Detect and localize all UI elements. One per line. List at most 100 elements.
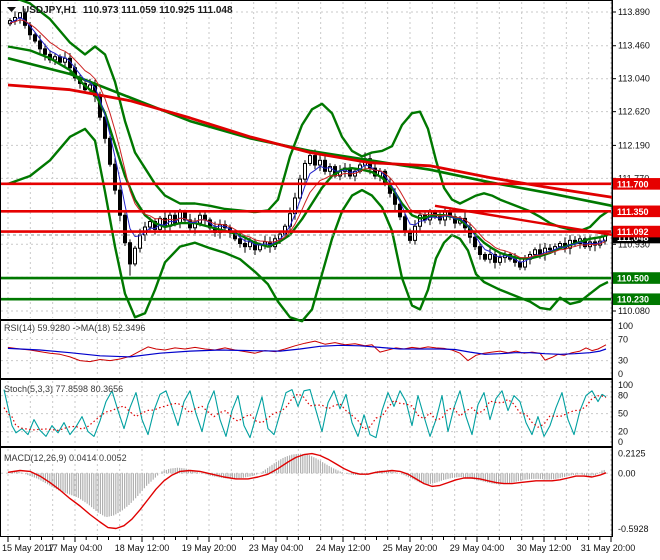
candle-body xyxy=(318,159,322,166)
candle-body xyxy=(478,246,482,255)
chart-title: USDJPY,H1 110.973 111.059 110.925 111.048 xyxy=(22,5,233,16)
candle-body xyxy=(148,221,152,228)
time-tick-label: 29 May 04:00 xyxy=(450,543,505,553)
price-tick-label: 113.040 xyxy=(618,74,650,84)
candle-body xyxy=(583,238,587,248)
stoch-main-line xyxy=(3,389,607,439)
price-level-label-text: 111.092 xyxy=(617,227,649,237)
candle-body xyxy=(43,48,47,55)
candle-body xyxy=(518,261,522,268)
candle-body xyxy=(123,214,127,244)
candle-body xyxy=(548,247,552,251)
price-tick-label: 113.460 xyxy=(618,41,650,51)
bid-price-label xyxy=(613,231,660,244)
price-level-label xyxy=(613,272,660,284)
stoch-tick-label: 50 xyxy=(618,409,628,419)
candle-body xyxy=(483,253,487,260)
bollinger-lower-band xyxy=(7,127,609,323)
price-level-label xyxy=(613,293,660,306)
macd-indicator-label: MACD(12,26,9) 0.0414 0.0052 xyxy=(4,453,127,463)
price-tick-label: 112.190 xyxy=(618,140,650,150)
time-tick-label: 17 May 04:00 xyxy=(48,543,103,553)
price-level-label xyxy=(613,225,660,238)
candle-body xyxy=(493,253,497,263)
candle-body xyxy=(248,241,252,248)
time-tick-label: 19 May 20:00 xyxy=(182,543,237,553)
candle-body xyxy=(128,242,132,265)
bid-price-label-text: 111.048 xyxy=(617,233,649,243)
candle-body xyxy=(533,249,537,255)
price-tick-label: 113.890 xyxy=(618,7,650,17)
candle-body xyxy=(323,159,327,172)
rsi-tick-label: 100 xyxy=(618,321,633,331)
candle-body xyxy=(303,162,307,180)
stoch-tick-label: 80 xyxy=(618,391,628,401)
ohlc-readout: 110.973 111.059 110.925 111.048 xyxy=(83,5,233,16)
bollinger-middle-band xyxy=(7,45,609,260)
rsi-tick-label: 0 xyxy=(618,369,623,379)
time-tick-label: 24 May 12:00 xyxy=(316,543,371,553)
candle-body xyxy=(243,243,247,248)
stoch-tick-label: 100 xyxy=(618,380,633,390)
series-layer xyxy=(1,0,613,530)
price-level-label-text: 111.700 xyxy=(617,179,649,189)
candle-body xyxy=(488,253,492,260)
rsi-panel[interactable] xyxy=(0,320,613,379)
stoch-signal-line xyxy=(3,393,607,431)
ema-fast-red xyxy=(9,19,606,259)
time-tick-label: 31 May 20:00 xyxy=(581,543,636,553)
price-level-label xyxy=(613,178,660,190)
candle-body xyxy=(108,137,112,165)
candle-body xyxy=(258,244,262,251)
macd-signal-line xyxy=(7,452,607,530)
candle-body xyxy=(413,225,417,241)
macd-histogram xyxy=(7,453,605,518)
rsi-tick-label: 70 xyxy=(618,334,628,344)
bollinger-upper-band xyxy=(16,0,609,233)
stoch-indicator-label: Stoch(5,3,3) 77.8598 80.3656 xyxy=(4,384,123,394)
trendline-1[interactable] xyxy=(434,204,613,237)
candle-body xyxy=(28,24,32,36)
candle-body xyxy=(58,56,62,63)
candle-body xyxy=(308,155,312,164)
price-tick-label: 110.080 xyxy=(618,306,650,316)
symbol-period-label: USDJPY,H1 xyxy=(22,5,77,16)
candle-body xyxy=(313,155,317,166)
candle-body xyxy=(63,57,67,63)
stoch-tick-label: 20 xyxy=(618,427,628,437)
candle-body xyxy=(473,236,477,248)
price-tick-label: 112.620 xyxy=(618,107,650,117)
candle-body xyxy=(138,234,142,249)
symbol-dropdown-icon[interactable] xyxy=(7,7,16,12)
candle-body xyxy=(498,257,502,263)
candle-body xyxy=(403,216,407,232)
time-tick-label: 18 May 12:00 xyxy=(115,543,170,553)
price-level-label-text: 111.350 xyxy=(617,207,649,217)
candle-body xyxy=(113,163,117,191)
price-level-label-text: 110.230 xyxy=(617,295,649,305)
macd-tick-label: 0.00 xyxy=(618,468,636,478)
time-tick-label: 30 May 12:00 xyxy=(517,543,572,553)
candle-body xyxy=(238,238,242,245)
candle-body xyxy=(153,221,157,230)
time-tick-label: 23 May 04:00 xyxy=(249,543,304,553)
candle-body xyxy=(118,189,122,216)
candle-body xyxy=(198,214,202,224)
macd-tick-label: 0.2125 xyxy=(618,448,646,458)
ma-red-slow xyxy=(7,83,613,199)
candle-body xyxy=(203,214,207,221)
candle-body xyxy=(33,34,37,42)
price-tick-label: 110.930 xyxy=(618,239,650,249)
candle-body xyxy=(558,243,562,248)
candle-body xyxy=(298,178,302,199)
time-tick-label: 25 May 20:00 xyxy=(383,543,438,553)
rsi-tick-label: 30 xyxy=(618,356,628,366)
price-level-label xyxy=(613,205,660,218)
macd-tick-label: -0.5928 xyxy=(618,524,649,534)
ma-green-slow xyxy=(7,57,613,208)
price-level-label-text: 110.500 xyxy=(617,274,649,284)
time-axis[interactable] xyxy=(0,537,612,560)
